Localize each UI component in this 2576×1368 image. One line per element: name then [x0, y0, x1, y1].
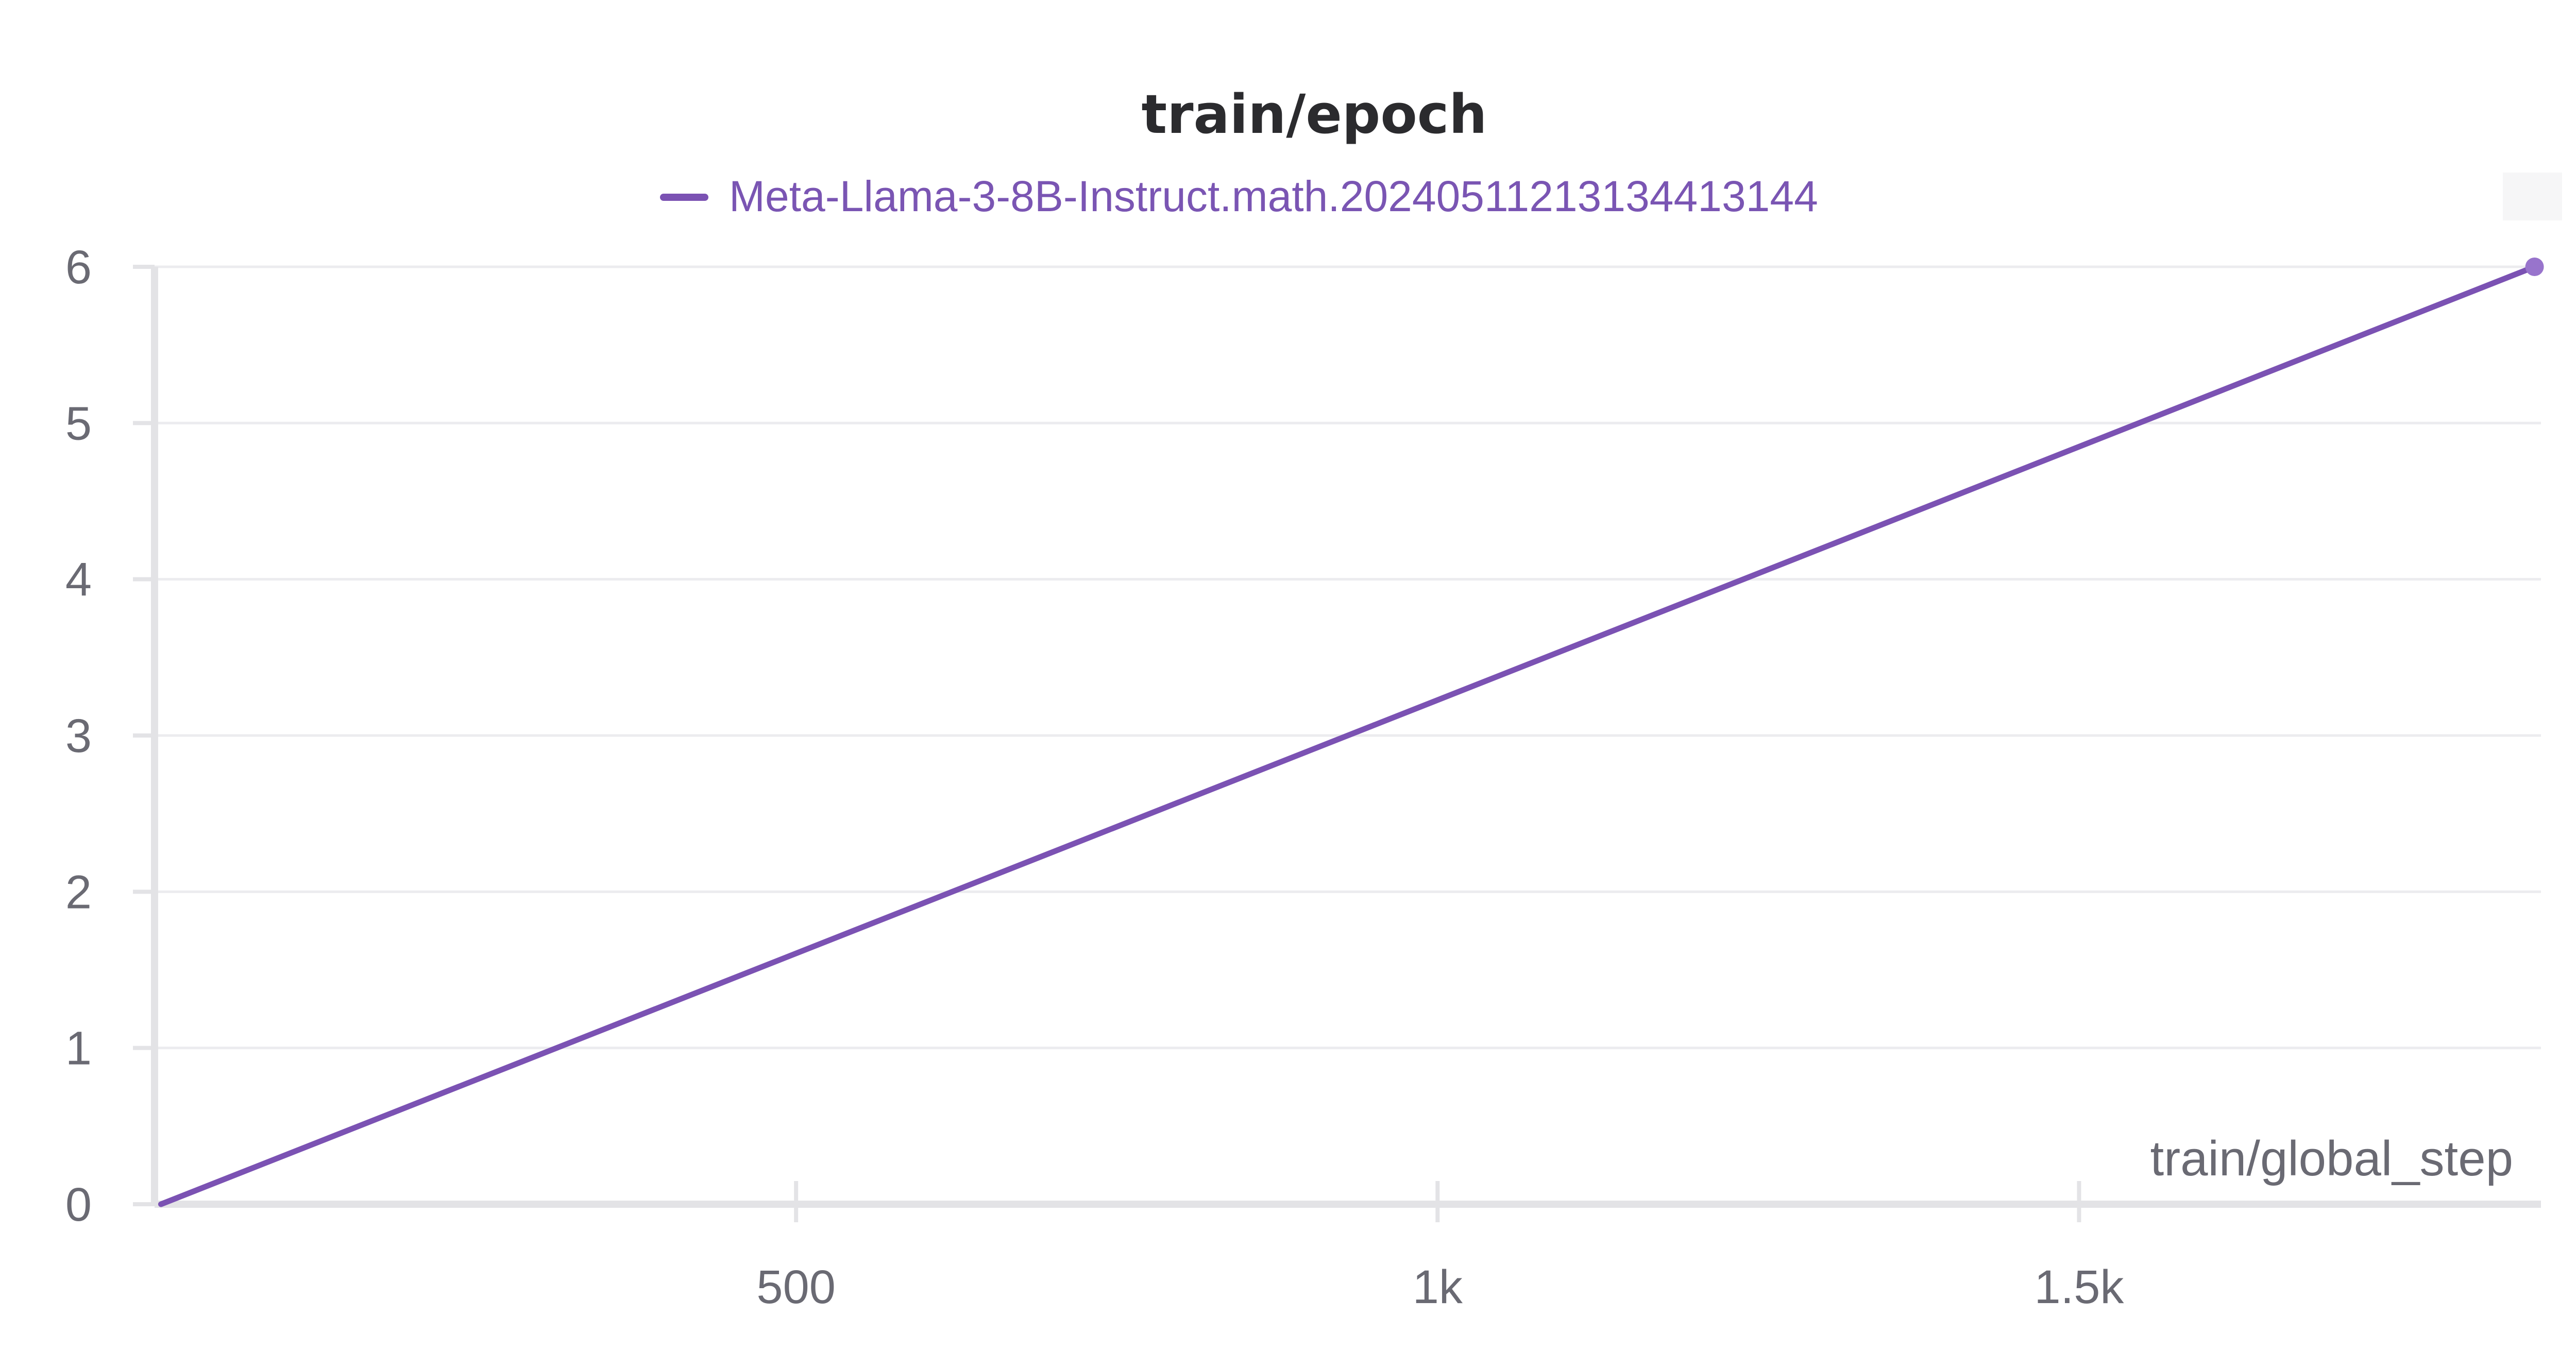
- y-tick-label: 5: [65, 397, 92, 450]
- grid: [155, 265, 2541, 1050]
- x-axis-ticks: 500 1k 1.5k: [756, 1181, 2124, 1313]
- series: [158, 258, 2544, 1207]
- x-tick-label: 1.5k: [2035, 1261, 2125, 1313]
- y-tick-label: 4: [65, 554, 92, 606]
- y-tick-label: 3: [65, 710, 92, 762]
- y-tick-label: 1: [65, 1022, 92, 1075]
- x-tick-label: 1k: [1413, 1261, 1463, 1313]
- chart-title: train/epoch: [1142, 83, 1487, 146]
- y-tick-label: 2: [65, 866, 92, 918]
- y-tick-label: 0: [65, 1178, 92, 1231]
- series-line: [158, 264, 2538, 1207]
- series-end-point[interactable]: [2525, 258, 2544, 276]
- panel-control-box[interactable]: [2503, 173, 2562, 220]
- x-axis-label: train/global_step: [2150, 1131, 2513, 1186]
- x-tick-label: 500: [756, 1261, 836, 1313]
- y-axis-ticks: 0 1 2 3 4 5 6: [65, 241, 155, 1231]
- legend[interactable]: Meta-Llama-3-8B-Instruct.math.2024051121…: [660, 172, 1818, 220]
- legend-label[interactable]: Meta-Llama-3-8B-Instruct.math.2024051121…: [729, 172, 1818, 220]
- y-tick-label: 6: [65, 241, 92, 294]
